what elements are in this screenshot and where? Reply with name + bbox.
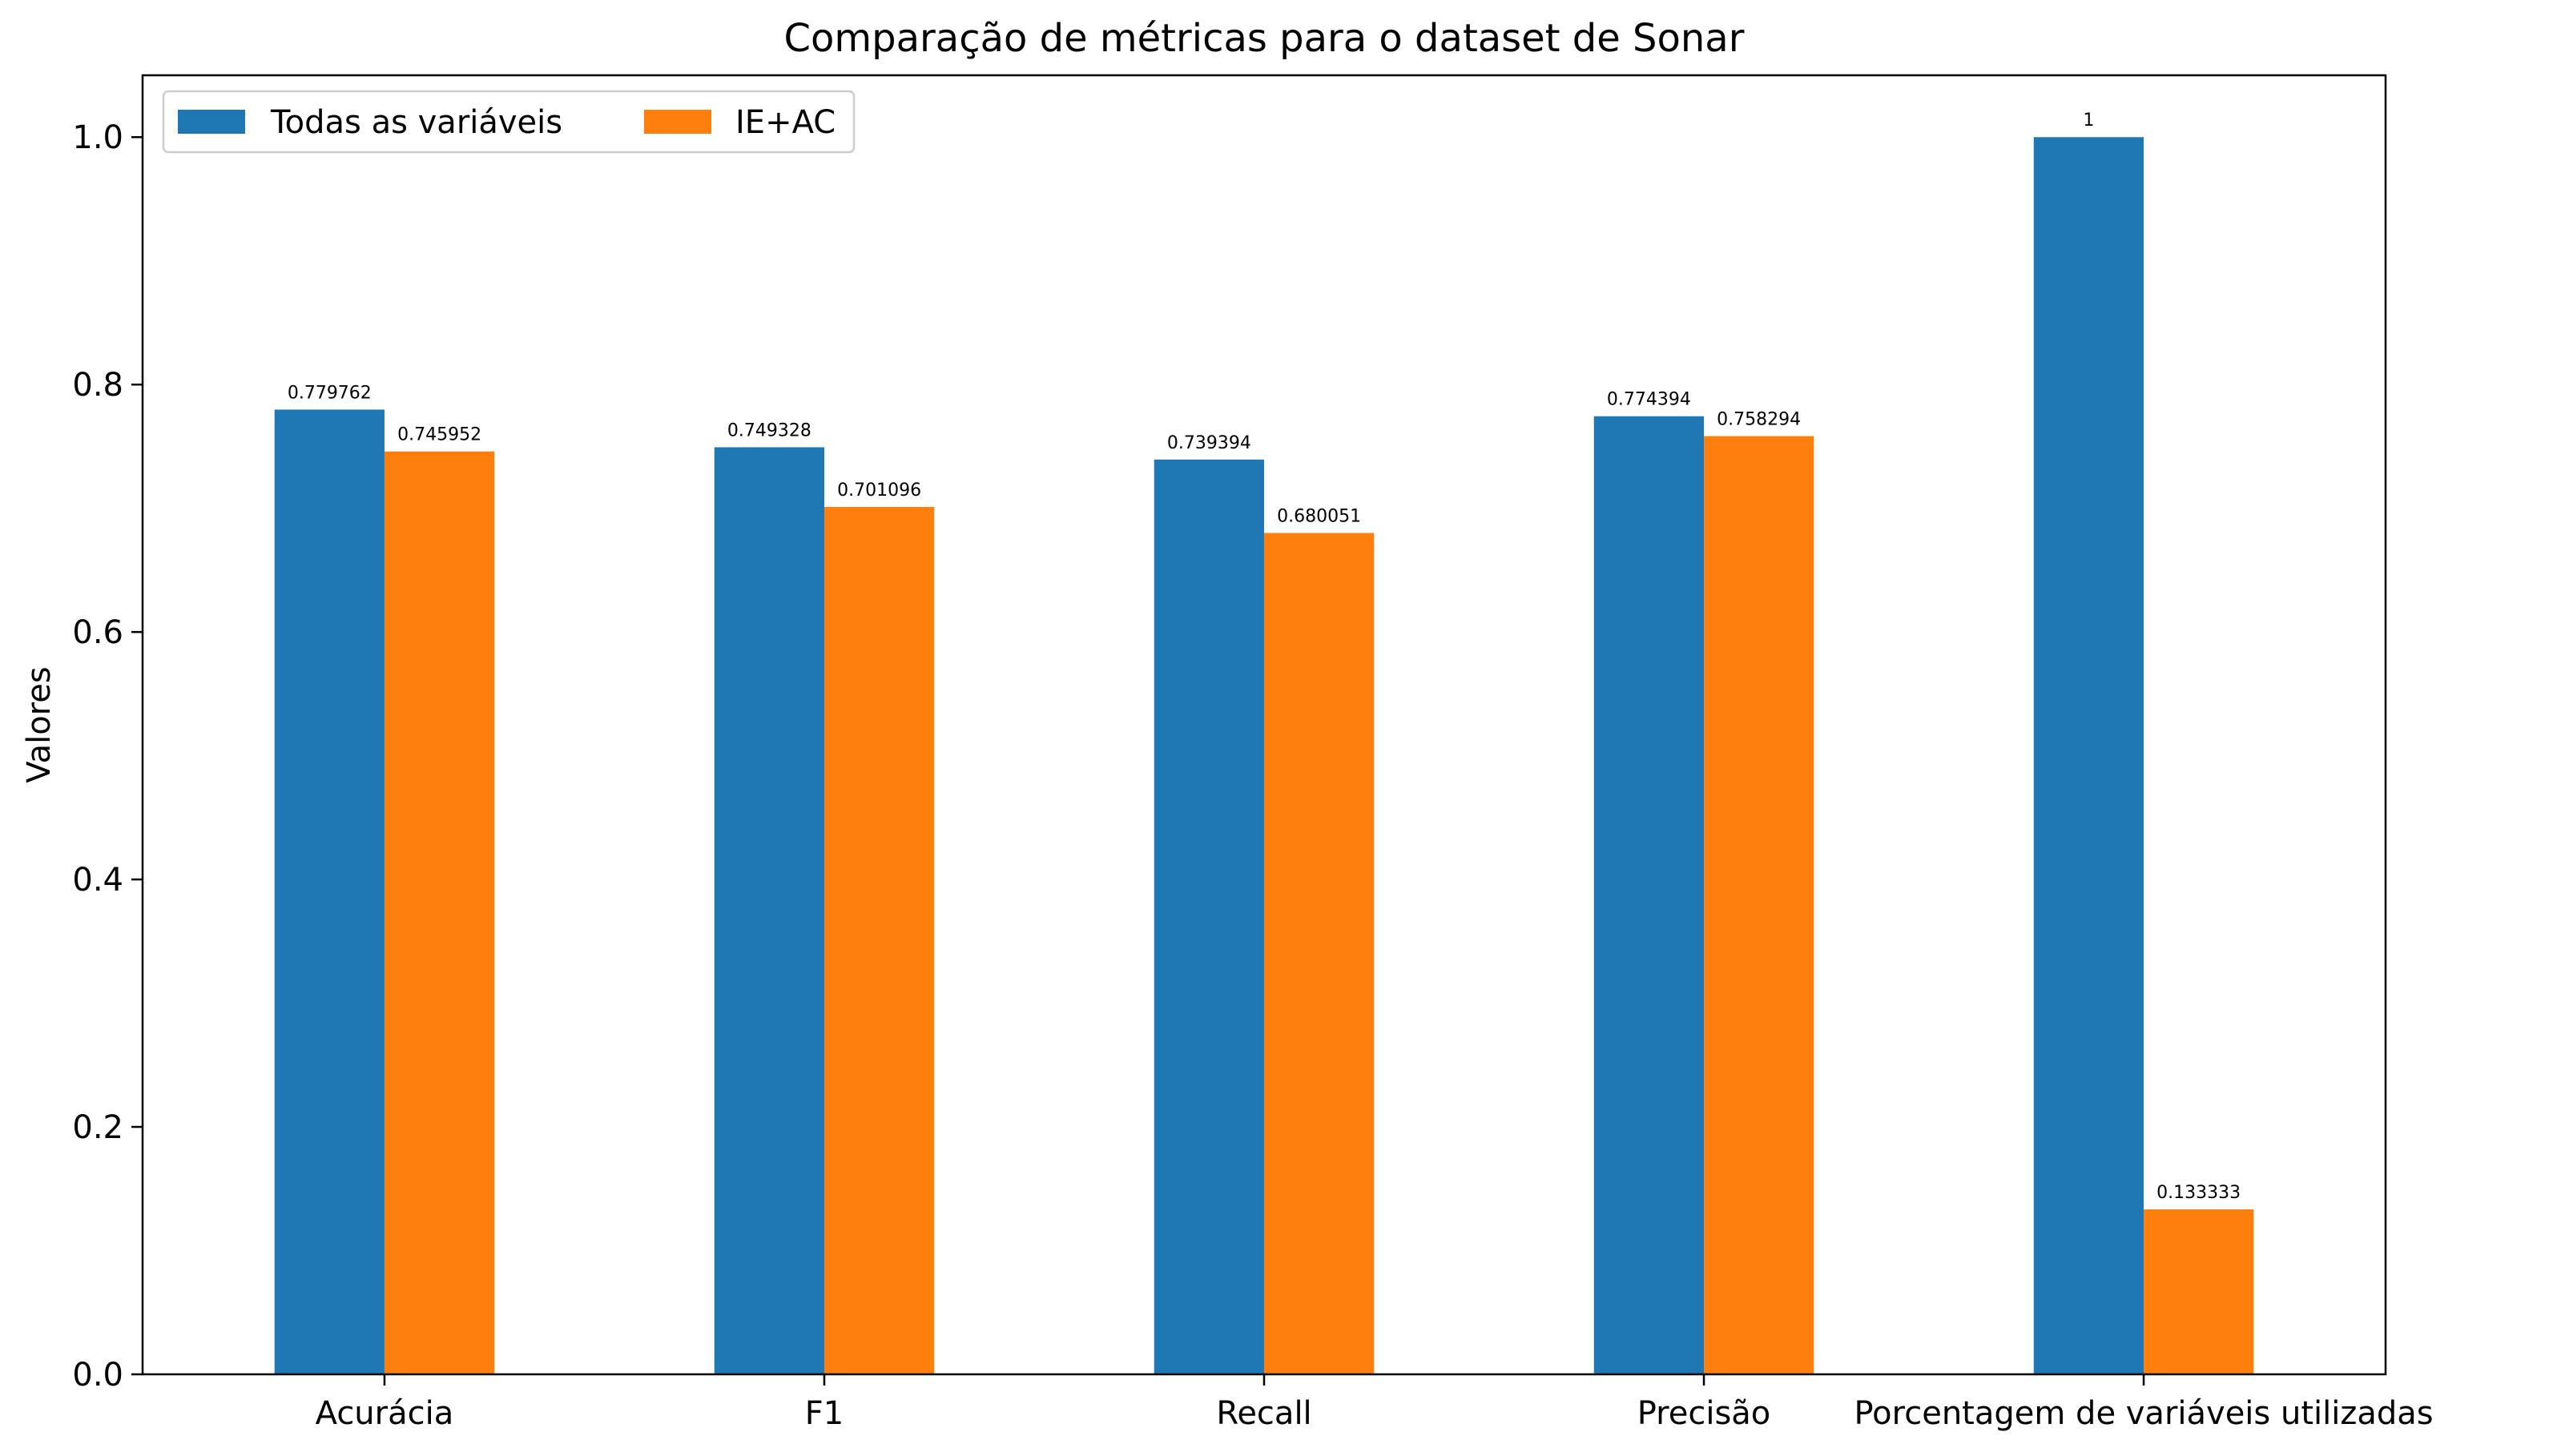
y-tick-label: 1.0 bbox=[72, 119, 123, 156]
y-tick-label: 0.2 bbox=[72, 1109, 123, 1146]
data-label-ie-ac-precisao: 0.758294 bbox=[1717, 410, 1801, 430]
plot-frame bbox=[141, 74, 2387, 1376]
legend-box bbox=[162, 90, 856, 154]
legend-label-ie-ac: IE+AC bbox=[735, 104, 836, 141]
data-label-todas-as-variaveis-porcentagem-de-variaveis-utilizadas: 1 bbox=[2083, 111, 2094, 131]
y-axis-ticks: 0.0 0.2 0.4 0.6 0.8 1.0 bbox=[72, 119, 143, 1394]
data-label-todas-as-variaveis-recall: 0.739394 bbox=[1167, 433, 1251, 453]
x-tick-label-precisao: Precisão bbox=[1637, 1395, 1771, 1432]
chart-title: Comparação de métricas para o dataset de… bbox=[784, 16, 1745, 61]
bar-ie-ac-recall bbox=[1264, 533, 1375, 1374]
bar-todas-as-variaveis-recall bbox=[1154, 459, 1264, 1375]
bar-todas-as-variaveis-f1 bbox=[714, 447, 824, 1374]
x-axis-ticks: Acurácia F1 Recall Precisão Porcentagem de v… bbox=[316, 1374, 2434, 1432]
legend-label-todas-as-variaveis: Todas as variáveis bbox=[270, 104, 562, 141]
bar-ie-ac-acuracia bbox=[384, 451, 495, 1374]
y-tick-label: 0.8 bbox=[72, 367, 123, 404]
x-tick-label-porcentagem-de-variaveis-utilizadas: Porcentagem de variáveis utilizadas bbox=[1854, 1395, 2433, 1432]
bar-todas-as-variaveis-acuracia bbox=[274, 409, 385, 1374]
bar-todas-as-variaveis-porcentagem-de-variaveis-utilizadas bbox=[2033, 137, 2144, 1375]
legend-swatch-todas-as-variaveis bbox=[178, 110, 245, 134]
legend: Todas as variáveis IE+AC bbox=[162, 90, 856, 154]
data-labels-layer: 0.779762 0.749328 0.739394 0.774394 1 0.74595… bbox=[288, 111, 2241, 1203]
data-label-todas-as-variaveis-precisao: 0.774394 bbox=[1607, 390, 1691, 410]
x-tick-label-acuracia: Acurácia bbox=[316, 1395, 454, 1432]
data-label-todas-as-variaveis-f1: 0.749328 bbox=[727, 420, 811, 440]
y-tick-label: 0.4 bbox=[72, 862, 123, 899]
data-label-ie-ac-f1: 0.701096 bbox=[837, 481, 921, 501]
data-label-ie-ac-porcentagem-de-variaveis-utilizadas: 0.133333 bbox=[2156, 1183, 2241, 1203]
bar-todas-as-variaveis-precisao bbox=[1593, 416, 1705, 1375]
legend-swatch-ie-ac bbox=[644, 110, 711, 134]
bars-layer bbox=[274, 137, 2254, 1375]
data-label-ie-ac-acuracia: 0.745952 bbox=[397, 425, 481, 445]
bar-ie-ac-precisao bbox=[1704, 436, 1814, 1374]
y-tick-label: 0.6 bbox=[72, 614, 123, 651]
bar-ie-ac-porcentagem-de-variaveis-utilizadas bbox=[2144, 1209, 2254, 1374]
data-label-ie-ac-recall: 0.680051 bbox=[1277, 506, 1361, 526]
x-tick-label-f1: F1 bbox=[805, 1395, 844, 1432]
y-tick-label: 0.0 bbox=[72, 1357, 123, 1394]
data-label-todas-as-variaveis-acuracia: 0.779762 bbox=[288, 383, 372, 403]
y-axis-label: Valores bbox=[21, 666, 58, 782]
bar-ie-ac-f1 bbox=[823, 506, 935, 1374]
x-tick-label-recall: Recall bbox=[1216, 1395, 1311, 1432]
